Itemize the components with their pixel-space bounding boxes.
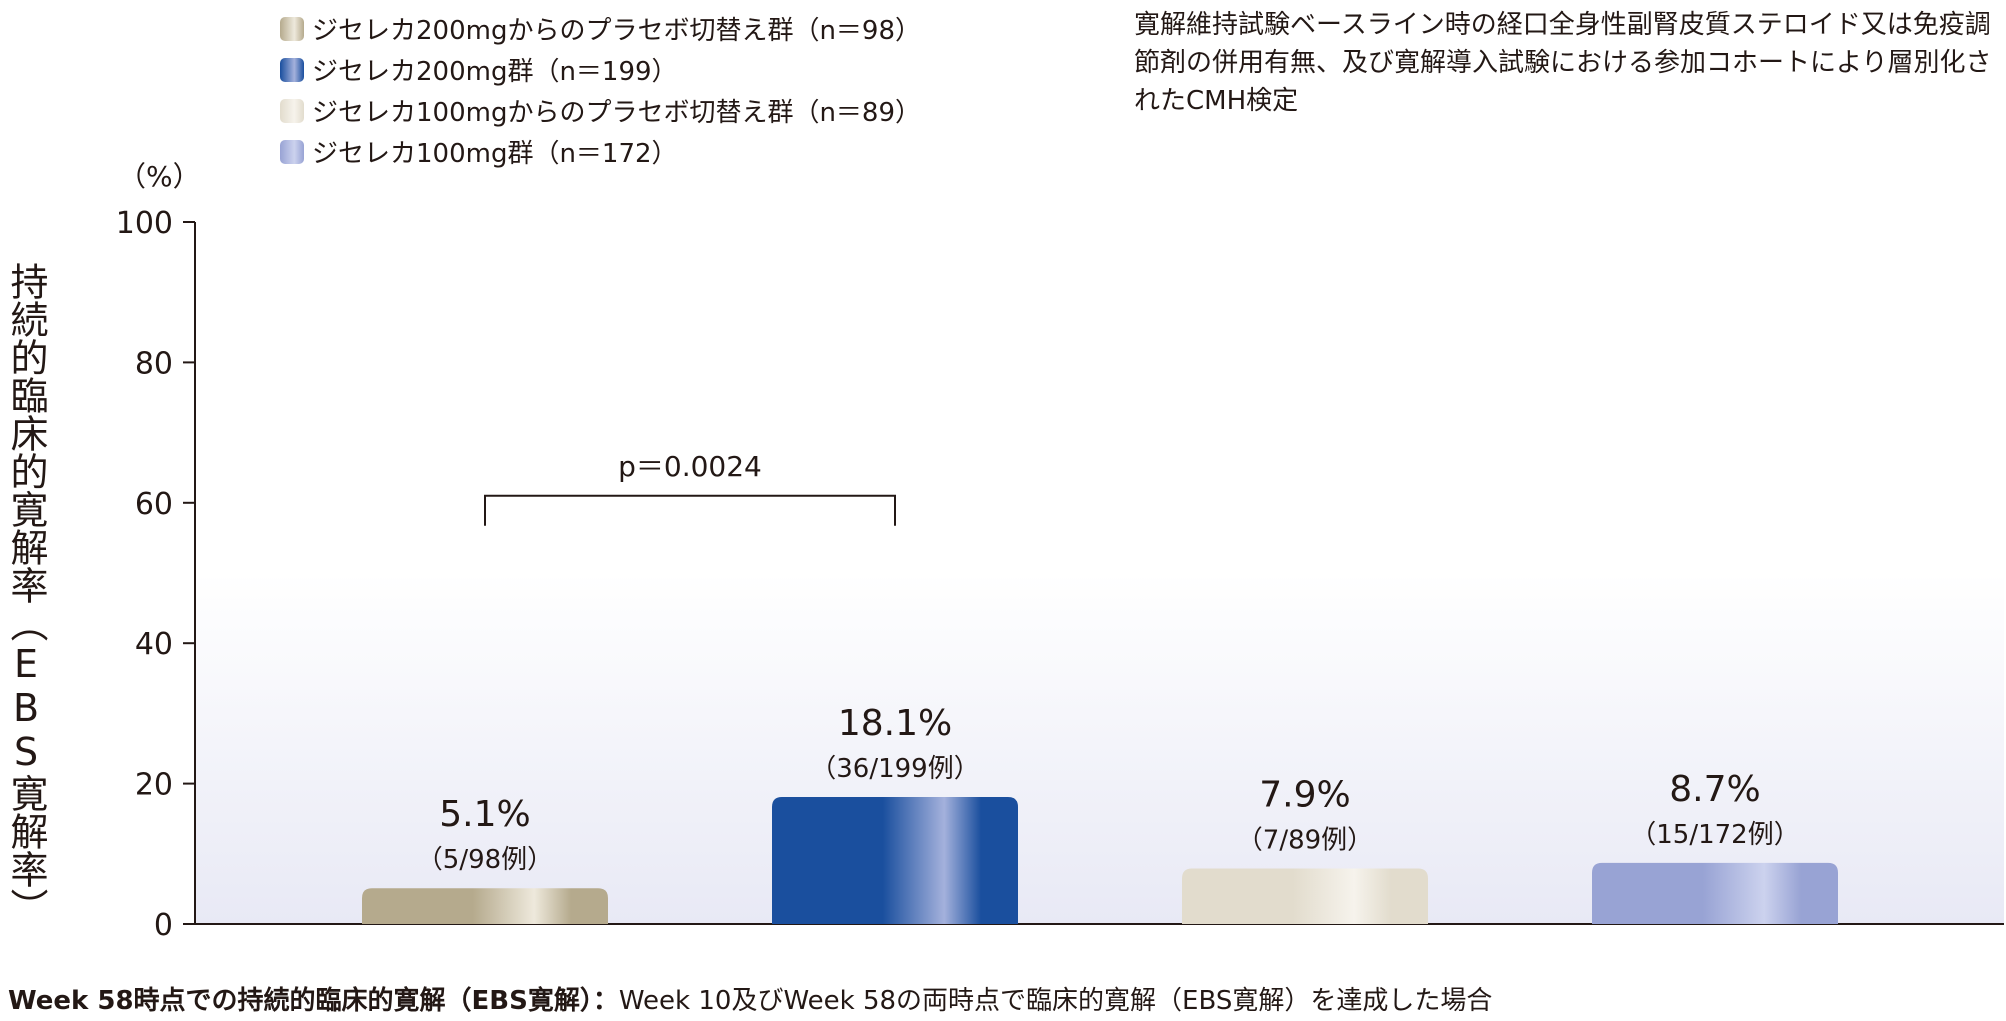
bar-value-label: 18.1% — [838, 703, 952, 744]
y-tick-label: 60 — [135, 487, 173, 522]
bar — [1182, 868, 1428, 924]
legend-label: ジセレカ100mg群（n＝172） — [312, 139, 678, 169]
significance-bracket — [484, 494, 896, 526]
y-axis-unit: （%） — [118, 160, 201, 193]
footnote: Week 58時点での持続的臨床的寛解（EBS寛解）：Week 10及びWeek… — [8, 980, 1492, 1017]
footnote-term: Week 58時点での持続的臨床的寛解（EBS寛解）： — [8, 986, 619, 1016]
y-tick-label: 20 — [135, 768, 173, 803]
bar-value-label: 7.9% — [1259, 775, 1350, 816]
p-value-label: p＝0.0024 — [618, 450, 762, 483]
bar-value-label: 5.1% — [439, 794, 530, 835]
bar-count-label: （7/89例） — [1237, 826, 1373, 856]
legend-swatch — [280, 57, 304, 82]
bar — [1592, 862, 1838, 924]
legend-item: ジセレカ100mg群（n＝172） — [280, 131, 921, 172]
y-tick-label: 100 — [116, 206, 173, 241]
bar-count-label: （5/98例） — [417, 845, 553, 875]
bar-count-label: （15/172例） — [1630, 820, 1799, 850]
legend: ジセレカ200mgからのプラセボ切替え群（n＝98） ジセレカ200mg群（n＝… — [280, 8, 921, 172]
legend-swatch — [280, 139, 304, 164]
legend-label: ジセレカ200mg群（n＝199） — [312, 57, 678, 87]
bar-count-label: （36/199例） — [810, 754, 979, 784]
bar-value-label: 8.7% — [1669, 769, 1760, 810]
legend-item: ジセレカ100mgからのプラセボ切替え群（n＝89） — [280, 90, 921, 131]
legend-item: ジセレカ200mg群（n＝199） — [280, 49, 921, 90]
y-tick-label: 80 — [135, 346, 173, 381]
statistical-method-note: 寛解維持試験ベースライン時の経口全身性副腎皮質ステロイド又は免疫調節剤の併用有無… — [1134, 10, 1992, 116]
y-axis-title: 持続的臨床的寛解率（EBS寛解率） — [4, 262, 48, 926]
y-tick-label: 40 — [135, 627, 173, 662]
legend-swatch — [280, 98, 304, 123]
bar — [362, 888, 608, 924]
legend-swatch — [280, 16, 304, 41]
y-tick-label: 0 — [154, 908, 173, 943]
legend-label: ジセレカ200mgからのプラセボ切替え群（n＝98） — [312, 16, 922, 46]
footnote-definition: Week 10及びWeek 58の両時点で臨床的寛解（EBS寛解）を達成した場合 — [618, 986, 1493, 1016]
legend-label: ジセレカ100mgからのプラセボ切替え群（n＝89） — [312, 98, 922, 128]
bar — [772, 796, 1018, 924]
legend-item: ジセレカ200mgからのプラセボ切替え群（n＝98） — [280, 8, 921, 49]
